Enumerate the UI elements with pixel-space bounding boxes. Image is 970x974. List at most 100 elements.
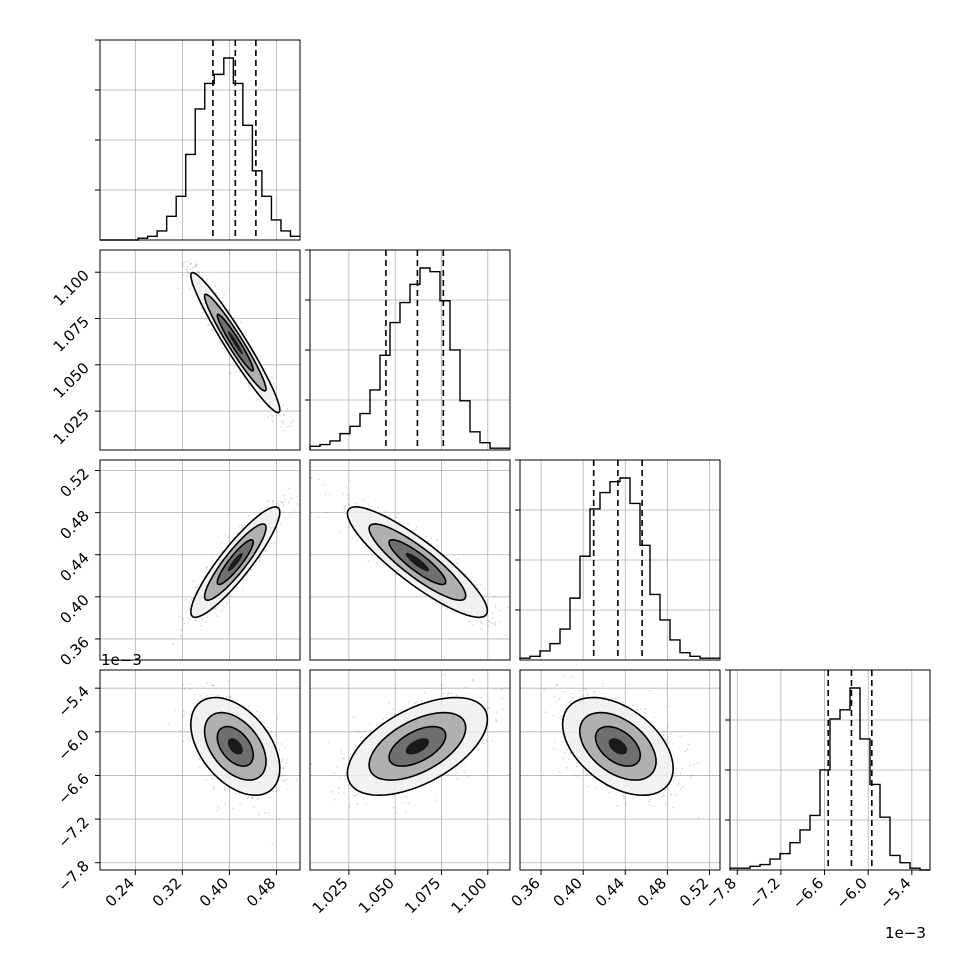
sample-point: [195, 264, 197, 266]
sample-point: [221, 542, 223, 544]
sample-point: [318, 478, 320, 480]
sample-point: [448, 692, 450, 694]
sample-point: [348, 498, 350, 500]
sample-point: [241, 590, 243, 592]
sample-point: [496, 712, 498, 714]
sample-point: [271, 414, 273, 416]
sample-point: [267, 417, 269, 419]
sample-point: [344, 793, 346, 795]
sample-point: [649, 804, 651, 806]
sample-point: [499, 689, 501, 691]
sample-point: [259, 561, 261, 563]
sample-point: [499, 621, 501, 623]
sample-point: [505, 634, 507, 636]
sample-point: [441, 688, 443, 690]
sample-point: [397, 512, 399, 514]
sample-point: [245, 334, 247, 336]
sample-point: [189, 740, 191, 742]
sample-point: [199, 695, 201, 697]
sample-point: [582, 695, 584, 697]
sample-point: [220, 343, 222, 345]
sample-point: [349, 805, 351, 807]
sample-point: [426, 536, 428, 538]
sample-point: [205, 569, 207, 571]
panel-frame: [100, 460, 300, 660]
sample-point: [232, 807, 234, 809]
sample-point: [480, 622, 482, 624]
sample-point: [486, 740, 488, 742]
scatter-panel-3-2: [520, 670, 720, 870]
sample-point: [270, 731, 272, 733]
sample-point: [285, 498, 287, 500]
sample-point: [337, 766, 339, 768]
sample-point: [211, 684, 213, 686]
sample-point: [290, 422, 292, 424]
sample-point: [385, 511, 387, 513]
sample-point: [370, 724, 372, 726]
sample-point: [469, 620, 471, 622]
sample-point: [587, 774, 589, 776]
histogram-panel-0: [95, 40, 300, 240]
scatter-panel-2-1: [310, 460, 519, 660]
sample-point: [284, 500, 286, 502]
sample-point: [502, 689, 504, 691]
sample-point: [144, 228, 146, 230]
sample-point: [180, 635, 182, 637]
sample-point: [287, 789, 289, 791]
sample-point: [180, 730, 182, 732]
sample-point: [455, 772, 457, 774]
sample-point: [264, 812, 266, 814]
sample-point: [183, 274, 185, 276]
sample-point: [495, 607, 497, 609]
sample-point: [185, 611, 187, 613]
sample-point: [396, 812, 398, 814]
sample-point: [286, 759, 288, 761]
sample-point: [190, 737, 192, 739]
sample-point: [301, 444, 303, 446]
sample-point: [340, 777, 342, 779]
sample-point: [258, 399, 260, 401]
sample-point: [482, 740, 484, 742]
sample-point: [259, 511, 261, 513]
sample-point: [489, 707, 491, 709]
sample-point: [272, 503, 274, 505]
sample-point: [343, 508, 345, 510]
sample-point: [455, 767, 457, 769]
sample-point: [429, 541, 431, 543]
sample-point: [223, 294, 225, 296]
sample-point: [512, 702, 514, 704]
sample-point: [488, 621, 490, 623]
sample-point: [368, 503, 370, 505]
sample-point: [248, 706, 250, 708]
sample-point: [383, 563, 385, 565]
sample-point: [325, 493, 327, 495]
sample-point: [282, 767, 284, 769]
sample-point: [399, 709, 401, 711]
sample-point: [272, 844, 274, 846]
sample-point: [212, 559, 214, 561]
histogram-panel-1: [305, 250, 510, 450]
sample-point: [280, 523, 282, 525]
sample-point: [693, 764, 695, 766]
sample-point: [272, 791, 274, 793]
sample-point: [213, 685, 215, 687]
sample-point: [287, 426, 289, 428]
sample-point: [278, 504, 280, 506]
sample-point: [441, 685, 443, 687]
sample-point: [224, 788, 226, 790]
sample-point: [267, 726, 269, 728]
sample-point: [310, 477, 312, 479]
sample-point: [267, 506, 269, 508]
sample-point: [396, 517, 398, 519]
sample-point: [280, 426, 282, 428]
sample-point: [273, 422, 275, 424]
sample-point: [269, 797, 271, 799]
sample-point: [183, 684, 185, 686]
sample-point: [214, 612, 216, 614]
sample-point: [452, 773, 454, 775]
sample-point: [397, 711, 399, 713]
sample-point: [499, 610, 501, 612]
sample-point: [507, 607, 509, 609]
